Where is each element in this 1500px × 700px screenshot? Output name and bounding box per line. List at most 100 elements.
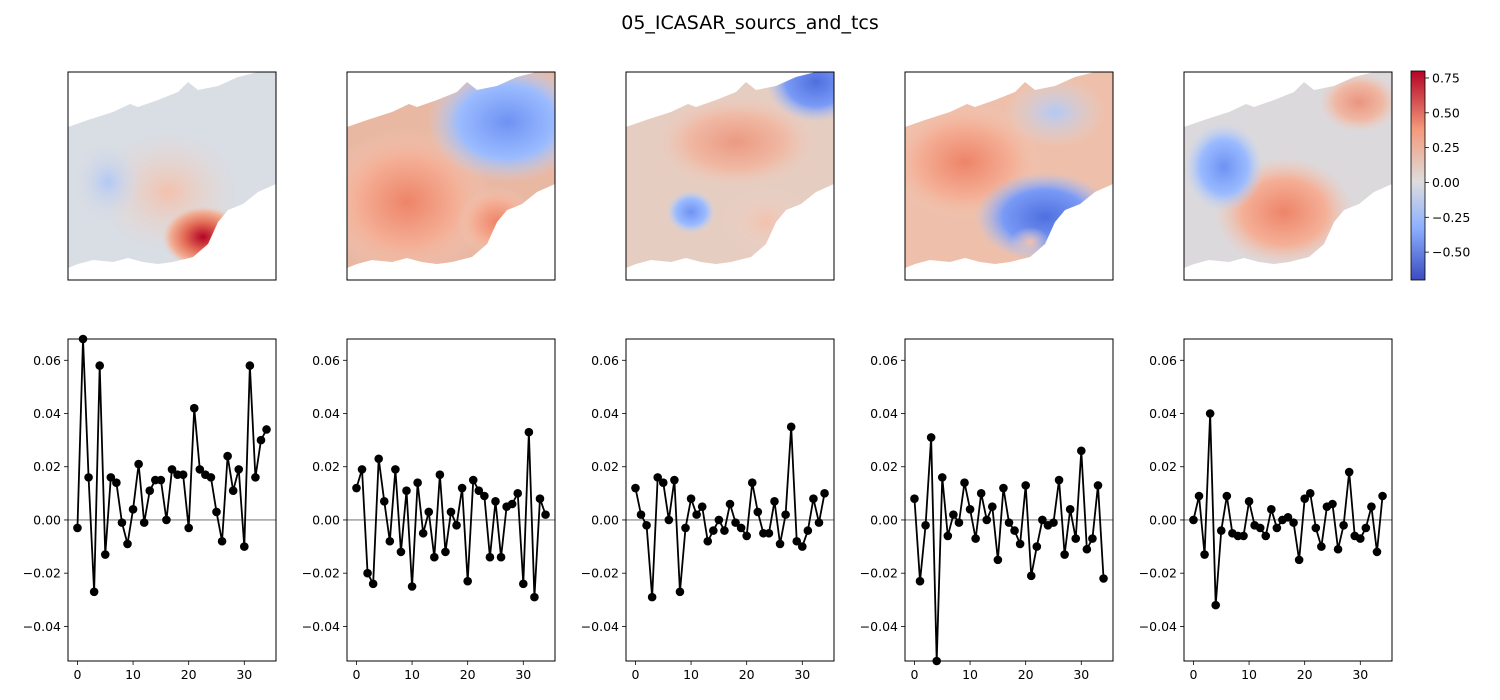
data-point [491,497,500,506]
data-point [1010,526,1019,535]
y-tick-label: 0.04 [33,406,61,421]
data-point [1093,481,1103,490]
x-tick-label: 30 [1352,667,1368,682]
data-point [814,518,824,527]
data-point [357,465,367,474]
data-point [1015,539,1025,549]
axes-frame [1183,338,1393,662]
data-point [926,433,936,442]
data-point [100,550,110,559]
x-tick-label: 0 [73,667,81,682]
y-tick-label: 0.00 [312,512,340,527]
data-point [452,520,461,530]
data-point [106,473,116,482]
data-point [910,494,919,503]
data-point [1082,544,1092,554]
data-point [1244,497,1254,506]
y-tick-label: 0.06 [591,353,619,368]
data-point [223,451,232,461]
data-point [1189,515,1198,525]
data-point [480,491,489,501]
x-tick-label: 0 [910,667,918,682]
data-point [396,547,406,557]
data-point [524,427,534,437]
x-tick-label: 10 [404,667,420,682]
data-point [703,536,713,546]
data-point [424,507,434,517]
data-point [430,552,439,562]
data-point [368,579,378,589]
data-point [184,523,193,533]
y-tick-label: 0.04 [312,406,340,421]
data-point [675,587,685,597]
data-point [820,489,829,498]
data-point [1004,518,1014,527]
data-point [1065,505,1075,514]
colorbar-tick-label: 0.25 [1432,140,1460,155]
data-point [714,515,724,525]
data-point [747,478,757,488]
x-tick-label: 10 [962,667,978,682]
x-tick-label: 0 [352,667,360,682]
data-point [1317,542,1326,551]
data-point [212,507,221,517]
data-point [1026,571,1036,581]
data-point [1099,574,1108,583]
data-point [937,473,947,482]
data-point [413,478,422,488]
data-point [217,536,227,546]
data-point [797,542,807,551]
data-point [993,555,1003,565]
y-tick-label: 0.02 [1149,459,1177,474]
y-tick-label: 0.02 [312,459,340,474]
data-point [764,528,774,538]
data-point [647,592,657,602]
data-point [1283,512,1293,522]
data-point [402,486,411,495]
data-point [943,531,953,541]
data-point [1255,523,1265,533]
x-tick-label: 20 [739,667,755,682]
data-point [1021,481,1030,490]
colorbar-tick-label: −0.25 [1432,210,1470,225]
data-point [971,534,980,543]
data-point [965,505,975,514]
data-point [485,552,495,562]
y-tick-label: 0.04 [591,406,619,421]
time-course-panel-3: 0.06 0.04 0.02 0.00 −0.02 −0.04 0 10 20 30 [581,338,835,682]
data-point [1361,523,1371,533]
source-map-3 [625,71,835,281]
figure-title: 05_ICASAR_sourcs_and_tcs [621,12,879,34]
x-tick-label: 0 [631,667,639,682]
data-point [391,465,400,474]
data-point [518,579,528,589]
data-point [457,483,467,493]
data-point [1071,534,1081,543]
y-tick-label: −0.02 [302,566,340,581]
data-point [1333,544,1343,554]
x-tick-label: 10 [125,667,141,682]
data-point [352,483,361,493]
data-point [1060,550,1069,559]
y-tick-label: −0.04 [23,619,61,634]
data-point [915,576,925,586]
x-tick-label: 30 [515,667,531,682]
data-point [636,510,646,519]
data-point [206,473,216,482]
data-point [513,489,523,498]
data-point [1216,526,1226,535]
x-tick-label: 0 [1189,667,1197,682]
colorbar-tick-label: 0.50 [1432,105,1460,120]
time-course-panel-4: 0.06 0.04 0.02 0.00 −0.02 −0.04 0 10 20 30 [860,338,1114,682]
data-point [686,494,696,503]
data-point [786,422,796,432]
axes-frame [67,338,277,662]
data-point [123,539,132,549]
data-point [145,486,155,495]
data-point [1076,446,1086,456]
data-point [418,528,428,538]
y-tick-label: −0.02 [581,566,619,581]
axes-frame [904,338,1114,662]
data-point [156,475,166,485]
